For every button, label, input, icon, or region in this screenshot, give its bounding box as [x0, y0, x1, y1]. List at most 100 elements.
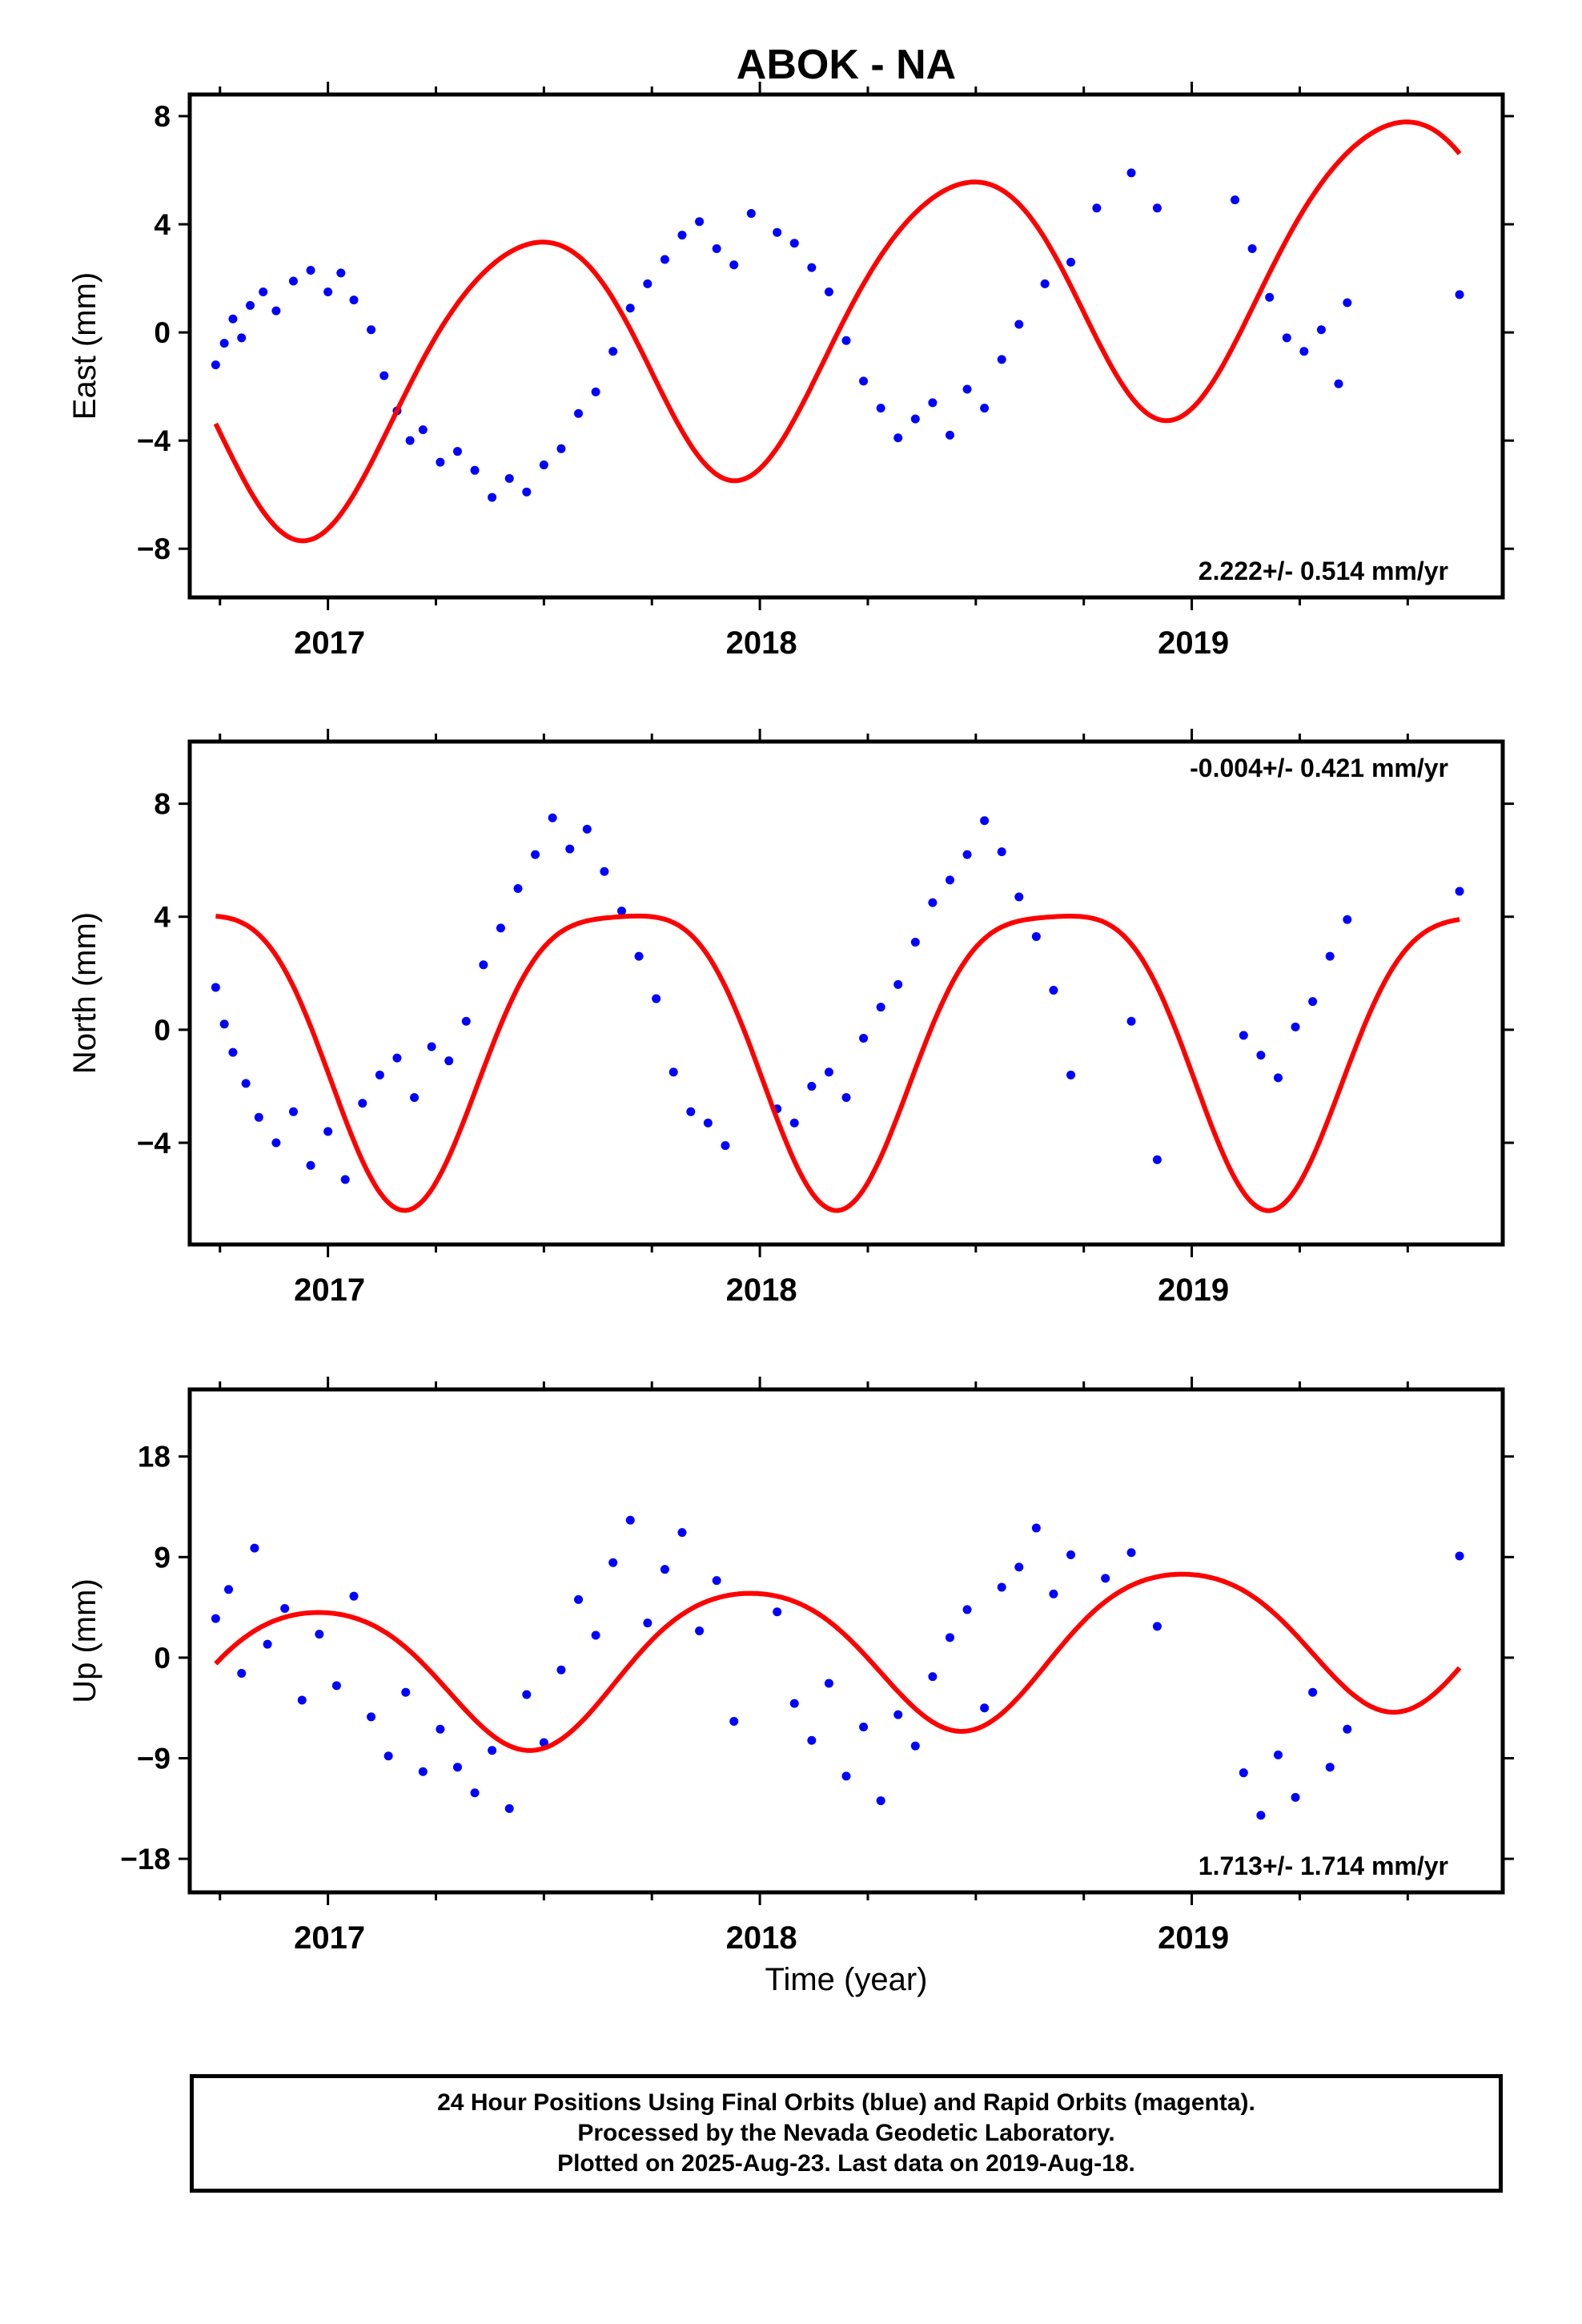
y-tick-label: −9	[137, 1743, 171, 1775]
data-point	[1014, 320, 1024, 329]
data-point	[488, 1746, 497, 1755]
data-point	[1239, 1031, 1248, 1040]
data-point	[1455, 290, 1464, 300]
chart-title: ABOK - NA	[737, 42, 956, 88]
data-point	[1343, 915, 1352, 924]
y-tick-label: −8	[137, 533, 171, 565]
data-point	[470, 1788, 480, 1798]
data-point	[331, 1681, 341, 1691]
data-point	[241, 1079, 251, 1088]
data-point	[582, 824, 592, 834]
data-point	[1066, 257, 1076, 267]
data-point	[548, 813, 557, 822]
data-point	[452, 1763, 462, 1772]
data-point	[288, 1107, 298, 1116]
data-point	[997, 355, 1006, 364]
data-point	[945, 875, 954, 885]
data-point	[1239, 1768, 1248, 1778]
data-point	[461, 1016, 471, 1026]
plot-area	[211, 119, 1464, 544]
data-point	[1126, 168, 1136, 178]
data-point	[1291, 1022, 1300, 1031]
data-point	[721, 1141, 730, 1151]
data-point	[625, 1515, 635, 1525]
data-point	[928, 1672, 938, 1682]
data-point	[945, 430, 954, 440]
y-tick-label: 9	[154, 1541, 171, 1574]
data-point	[703, 1118, 713, 1128]
y-tick-label: −18	[120, 1843, 171, 1876]
data-point	[980, 1703, 990, 1713]
data-point	[660, 1565, 669, 1574]
fit-curve	[214, 1571, 1462, 1753]
data-point	[859, 376, 869, 386]
data-point	[841, 1093, 851, 1103]
data-point	[1101, 1574, 1110, 1583]
footer-box: 24 Hour Positions Using Final Orbits (bl…	[190, 2074, 1503, 2193]
data-point	[513, 883, 523, 893]
data-point	[1247, 243, 1257, 253]
data-point	[660, 255, 669, 264]
data-point	[980, 816, 990, 826]
data-point	[677, 1528, 687, 1538]
data-point	[211, 983, 220, 992]
data-point	[945, 1633, 954, 1642]
y-tick-label: 4	[154, 208, 171, 241]
data-point	[876, 404, 885, 413]
data-point	[224, 1585, 234, 1594]
data-point	[789, 239, 799, 248]
data-point	[336, 268, 346, 278]
data-point	[600, 866, 609, 876]
x-tick-label: 2018	[726, 1920, 797, 1956]
data-point	[1031, 931, 1041, 941]
data-point	[729, 1716, 739, 1726]
data-point	[807, 1735, 817, 1745]
data-point	[824, 1068, 833, 1077]
data-point	[789, 1699, 799, 1708]
data-point	[410, 1093, 420, 1103]
data-point	[349, 1591, 359, 1601]
data-point	[496, 923, 505, 933]
data-point	[1066, 1550, 1076, 1560]
data-point	[315, 1630, 324, 1639]
data-point	[418, 425, 428, 435]
data-point	[773, 227, 782, 237]
data-point	[616, 907, 626, 916]
data-point	[1308, 997, 1318, 1007]
data-point	[271, 306, 281, 316]
data-point	[349, 296, 359, 305]
y-axis-title: Up (mm)	[67, 1578, 102, 1703]
data-point	[358, 1099, 367, 1108]
data-point	[254, 1112, 263, 1122]
data-point	[1308, 1687, 1318, 1697]
data-point	[427, 1042, 436, 1051]
data-point	[271, 1138, 281, 1148]
data-point	[1014, 892, 1024, 902]
data-point	[1152, 1622, 1162, 1631]
data-point	[323, 287, 333, 296]
data-point	[893, 1710, 903, 1719]
data-point	[652, 994, 661, 1003]
data-point	[928, 898, 938, 907]
data-point	[893, 433, 903, 443]
data-point	[1066, 1070, 1076, 1080]
data-point	[228, 1047, 238, 1057]
data-point	[1256, 1051, 1266, 1060]
data-point	[297, 1695, 307, 1705]
data-point	[980, 404, 990, 413]
data-point	[367, 1712, 376, 1722]
data-point	[686, 1107, 696, 1116]
data-point	[211, 360, 220, 370]
y-tick-label: 0	[154, 1014, 171, 1047]
data-point	[997, 847, 1006, 857]
data-point	[910, 1741, 920, 1751]
data-point	[488, 493, 497, 502]
data-point	[1273, 1750, 1283, 1759]
x-tick-label: 2017	[294, 1920, 365, 1956]
plot-frame	[187, 1387, 1505, 1895]
x-tick-label: 2018	[726, 1273, 797, 1308]
data-point	[556, 1665, 566, 1675]
y-tick-label: 0	[154, 1642, 171, 1675]
data-point	[876, 1003, 885, 1012]
data-point	[729, 260, 739, 270]
